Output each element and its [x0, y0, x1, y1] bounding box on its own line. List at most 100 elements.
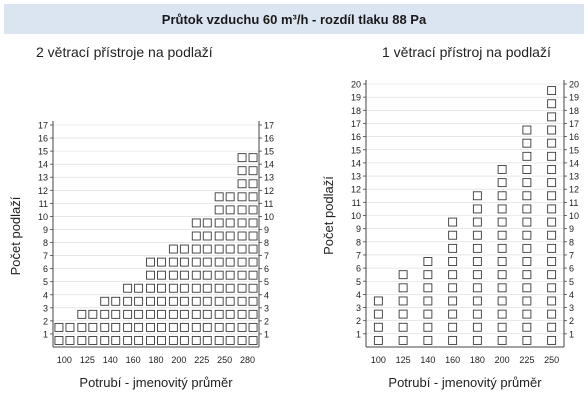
right-ytick-label-right: 8 — [569, 237, 574, 247]
left-bar-box — [168, 322, 178, 332]
right-bar-box — [547, 125, 557, 135]
left-xtick-label: 100 — [57, 355, 72, 365]
left-bar-box — [111, 309, 121, 319]
left-ytick-label-right: 17 — [264, 121, 274, 131]
left-bar-box — [179, 296, 189, 306]
left-bar-box — [225, 296, 235, 306]
left-bar-box — [248, 205, 258, 215]
left-bar-box — [202, 336, 212, 345]
right-bar-box — [522, 322, 532, 332]
right-bar-box — [398, 335, 408, 345]
left-ytick-label-right: 4 — [264, 290, 269, 300]
right-ytick-label-left: 15 — [351, 145, 361, 155]
left-bar-box — [214, 192, 224, 202]
right-bar-box — [547, 257, 557, 266]
right-bar-box — [497, 270, 507, 280]
right-xtick-label: 180 — [470, 355, 485, 365]
right-bar-box — [497, 243, 507, 253]
right-bar-box — [398, 270, 408, 280]
left-bar-box — [179, 322, 189, 332]
chart-title-bar: Průtok vzduchu 60 m³/h - rozdíl tlaku 88… — [4, 4, 584, 34]
right-bar-box — [472, 322, 482, 332]
left-bar-box — [134, 309, 144, 319]
left-bar-box — [123, 309, 133, 319]
right-bar-box — [373, 335, 383, 345]
left-bar-box — [134, 296, 144, 306]
right-bar-box — [423, 335, 433, 345]
right-xtick-label: 225 — [519, 355, 534, 365]
right-y-axis-title: Počet podlaží — [321, 176, 336, 255]
right-ytick-label-left: 8 — [356, 237, 361, 247]
left-bar-box — [248, 283, 258, 293]
right-ytick-label-right: 20 — [569, 80, 579, 90]
left-bar-box — [168, 336, 178, 345]
right-ytick-label-right: 18 — [569, 106, 579, 116]
left-bar-box — [237, 205, 247, 215]
right-ytick-label-right: 15 — [569, 145, 579, 155]
left-bar-box — [146, 336, 155, 345]
left-bar-box — [65, 322, 75, 332]
right-bar-box — [547, 138, 557, 148]
right-bar-box — [522, 296, 532, 306]
right-bar-box — [448, 335, 458, 345]
left-bar-box — [214, 309, 224, 319]
left-bar-box — [237, 336, 247, 345]
left-bar-box — [237, 166, 247, 176]
left-xtick-label: 160 — [126, 355, 141, 365]
right-bar-box — [547, 296, 557, 306]
left-ytick-label-right: 15 — [264, 147, 274, 157]
left-ytick-label-left: 3 — [43, 303, 48, 313]
left-bar-box — [65, 336, 75, 345]
right-ytick-label-right: 5 — [569, 277, 574, 287]
left-ytick-label-right: 16 — [264, 134, 274, 144]
right-ytick-label-right: 14 — [569, 158, 579, 168]
left-bar-box — [123, 322, 133, 332]
right-bar-box — [472, 335, 482, 345]
left-ytick-label-left: 11 — [39, 199, 48, 209]
left-bar-box — [168, 257, 178, 267]
left-x-axis-title: Potrubí - jmenovitý průměr — [79, 375, 233, 390]
right-bar-box — [373, 309, 383, 319]
right-ytick-label-right: 12 — [569, 185, 579, 195]
left-bar-box — [168, 309, 178, 319]
main-title: Průtok vzduchu 60 m³/h - rozdíl tlaku 88… — [161, 11, 427, 27]
left-bar-box — [202, 322, 212, 332]
left-bar-box — [191, 336, 201, 345]
left-bar-box — [191, 231, 201, 241]
right-bar-box — [497, 165, 507, 174]
right-bar-box — [423, 309, 433, 319]
left-bar-box — [214, 231, 224, 241]
left-bar-box — [202, 296, 212, 306]
left-bar-box — [123, 336, 133, 345]
right-ytick-label-left: 17 — [351, 119, 361, 129]
left-bar-box — [157, 283, 166, 293]
right-bar-box — [547, 191, 557, 201]
left-bar-box — [248, 270, 258, 280]
right-bar-box — [448, 309, 458, 319]
right-ytick-label-right: 11 — [569, 198, 578, 208]
left-bar-box — [202, 257, 212, 267]
right-x-axis-title: Potrubí - jmenovitý průměr — [388, 375, 542, 390]
left-ytick-label-right: 13 — [264, 173, 274, 183]
right-bar-box — [472, 230, 482, 240]
left-bar-box — [146, 257, 155, 267]
left-bar-box — [214, 336, 224, 345]
left-bar-box — [248, 153, 258, 163]
right-bar-box — [522, 217, 532, 227]
right-bar-box — [522, 125, 532, 135]
right-ytick-label-right: 19 — [569, 93, 579, 103]
left-bar-box — [54, 336, 64, 345]
left-xtick-label: 200 — [171, 355, 186, 365]
right-bar-box — [497, 296, 507, 306]
left-bar-box — [191, 322, 201, 332]
right-ytick-label-left: 19 — [351, 93, 361, 103]
left-bar-box — [157, 336, 166, 345]
left-bar-box — [237, 244, 247, 254]
right-bar-box — [547, 270, 557, 280]
left-bar-box — [111, 336, 121, 345]
left-xtick-label: 125 — [80, 355, 95, 365]
right-xtick-label: 125 — [396, 355, 411, 365]
